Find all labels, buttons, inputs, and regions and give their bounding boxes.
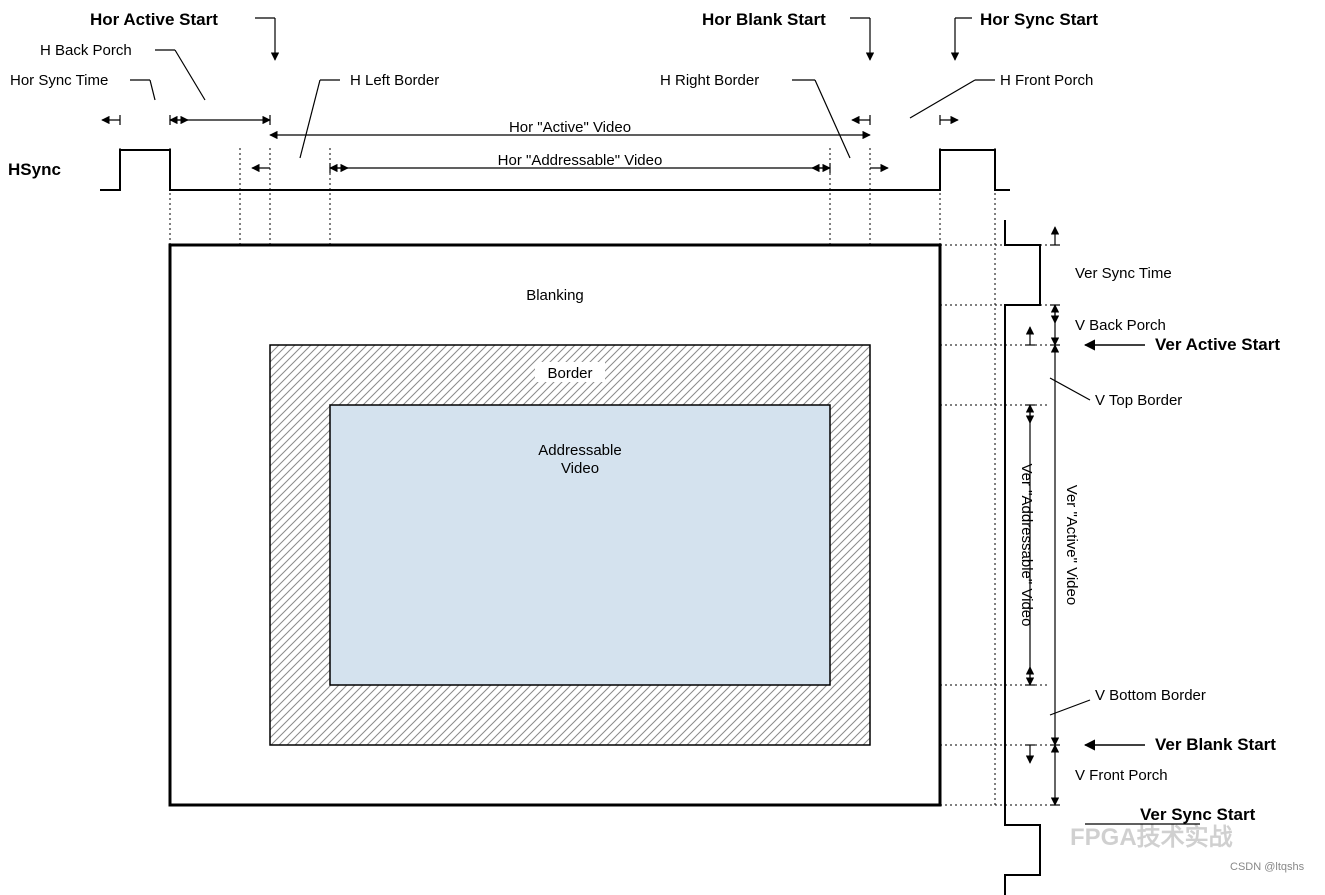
svg-text:Hor Blank Start: Hor Blank Start (702, 10, 826, 29)
svg-text:H Left Border: H Left Border (350, 72, 439, 89)
svg-text:Hor Sync Time: Hor Sync Time (10, 72, 108, 89)
svg-text:FPGA技术实战: FPGA技术实战 (1070, 823, 1233, 851)
svg-text:Ver Sync Start: Ver Sync Start (1140, 805, 1256, 824)
svg-text:Hor "Addressable" Video: Hor "Addressable" Video (498, 152, 663, 169)
svg-text:Hor "Active" Video: Hor "Active" Video (509, 119, 631, 136)
svg-text:CSDN @ltqshs: CSDN @ltqshs (1230, 861, 1305, 873)
svg-text:V Top Border: V Top Border (1095, 392, 1182, 409)
svg-text:Border: Border (547, 365, 592, 382)
svg-text:Blanking: Blanking (526, 287, 584, 304)
svg-text:H Right Border: H Right Border (660, 72, 759, 89)
svg-text:Ver "Addressable" Video: Ver "Addressable" Video (1018, 464, 1035, 627)
svg-text:Hor Active Start: Hor Active Start (90, 10, 218, 29)
svg-text:V Front Porch: V Front Porch (1075, 767, 1168, 784)
svg-text:H Back Porch: H Back Porch (40, 42, 132, 59)
svg-text:V Bottom Border: V Bottom Border (1095, 687, 1206, 704)
svg-text:Hor Sync Start: Hor Sync Start (980, 10, 1098, 29)
svg-text:Ver Sync Time: Ver Sync Time (1075, 265, 1172, 282)
svg-text:Ver Active Start: Ver Active Start (1155, 335, 1280, 354)
svg-text:Ver "Active" Video: Ver "Active" Video (1063, 485, 1080, 605)
svg-text:HSync: HSync (8, 160, 61, 179)
svg-text:H Front Porch: H Front Porch (1000, 72, 1093, 89)
svg-text:Ver Blank Start: Ver Blank Start (1155, 735, 1276, 754)
timing-diagram: HSync Hor Active Start H Back Porch Hor Syn… (0, 0, 1325, 895)
svg-text:V Back Porch: V Back Porch (1075, 317, 1166, 334)
